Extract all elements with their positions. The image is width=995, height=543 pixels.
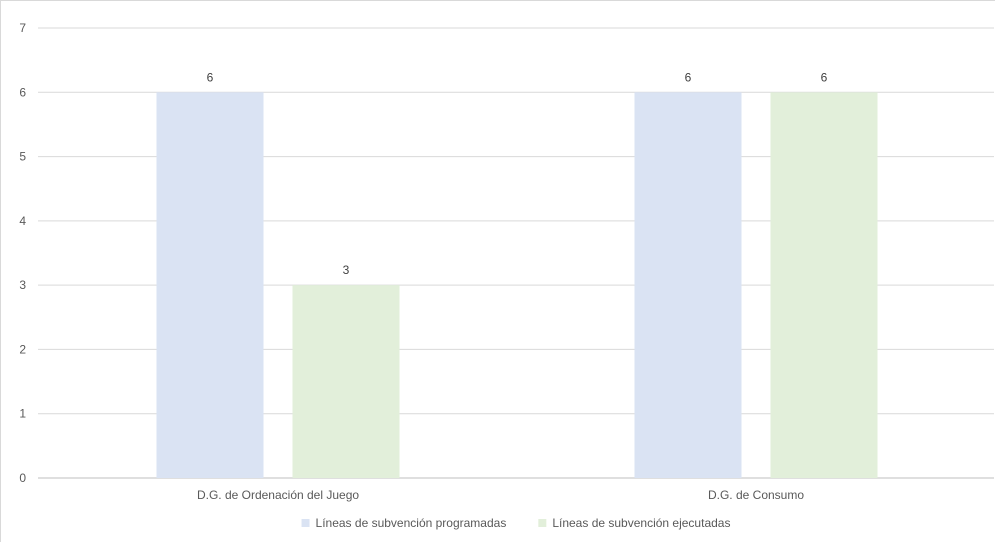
bars — [156, 92, 878, 479]
bar — [634, 92, 742, 479]
y-tick-label: 2 — [19, 342, 26, 356]
axes: 0 1 2 3 4 5 6 7 D.G. de Ordenación del Juego D.G.… — [19, 21, 804, 502]
legend-swatch — [301, 519, 310, 527]
y-tick-label: 5 — [19, 150, 26, 164]
data-labels: 6 3 6 6 — [207, 70, 828, 277]
legend: Líneas de subvención programadas Líneas d… — [301, 516, 730, 530]
data-label: 3 — [343, 263, 350, 277]
bar — [156, 92, 264, 479]
x-tick-label: D.G. de Ordenación del Juego — [197, 488, 359, 502]
legend-item: Líneas de subvención ejecutadas — [538, 516, 730, 530]
y-tick-label: 0 — [19, 471, 26, 485]
y-tick-label: 4 — [19, 214, 26, 228]
bar — [770, 92, 878, 479]
legend-label: Líneas de subvención ejecutadas — [552, 516, 730, 530]
legend-label: Líneas de subvención programadas — [316, 516, 507, 530]
y-tick-label: 1 — [19, 407, 26, 421]
bar — [292, 285, 400, 478]
data-label: 6 — [821, 70, 828, 84]
x-tick-label: D.G. de Consumo — [708, 488, 804, 502]
data-label: 6 — [685, 70, 692, 84]
legend-item: Líneas de subvención programadas — [301, 516, 507, 530]
y-tick-label: 7 — [19, 21, 26, 35]
data-label: 6 — [207, 70, 214, 84]
y-tick-label: 6 — [19, 85, 26, 99]
legend-swatch — [538, 519, 547, 527]
y-tick-label: 3 — [19, 278, 26, 292]
